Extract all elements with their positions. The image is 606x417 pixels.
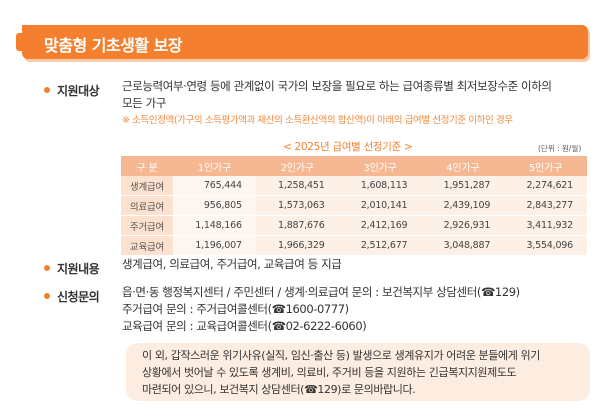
table-cell: 1,951,287: [421, 176, 505, 196]
inquiry-body: 읍·면·동 행정복지센터 / 주민센터 / 생계·의료급여 문의 : 보건복지부…: [122, 284, 520, 335]
inquiry-line3: 교육급여 문의 : 교육급여콜센터(☎02-6222-6060): [122, 319, 367, 333]
table-row: 생계급여 765,444 1,258,451 1,608,113 1,951,2…: [121, 176, 587, 196]
notice-line1: 이 외, 갑작스러운 위기사유(실직, 임신·출산 등) 발생으로 생계유지가 …: [142, 349, 540, 362]
table-cell: 1,887,676: [255, 215, 339, 236]
eligibility-text-line1: 근로능력여부·연령 등에 관계없이 국가의 보장을 필요로 하는 급여종류별 최…: [122, 79, 552, 93]
table-header-cell: 4인가구: [421, 156, 505, 176]
bullet-icon: [44, 264, 50, 271]
notice-line2: 상황에서 벗어날 수 있도록 생계비, 의료비, 주거비 등을 지원하는 긴급복…: [142, 366, 517, 379]
table-cell: 2,412,169: [338, 215, 422, 236]
table-cell: 2,512,677: [338, 235, 422, 256]
notice-box: 이 외, 갑작스러운 위기사유(실직, 임신·출산 등) 발생으로 생계유지가 …: [126, 343, 590, 401]
eligibility-text-line2: 모든 가구: [122, 96, 166, 110]
table-cell: 1,608,113: [338, 176, 422, 196]
table-category-cell: 생계급여: [121, 176, 173, 196]
bullet-icon: [44, 86, 50, 93]
table-header-cell: 2인가구: [255, 156, 339, 176]
notice-line3: 마련되어 있으니, 보건복지 상담센터(☎129)로 문의바랍니다.: [142, 383, 416, 396]
table-category-cell: 주거급여: [121, 215, 173, 236]
support-body: 생계급여, 의료급여, 주거급여, 교육급여 등 지급: [122, 256, 342, 273]
table-header-cell: 5인가구: [504, 156, 587, 176]
table-row: 주거급여 1,148,166 1,887,676 2,412,169 2,926…: [121, 215, 587, 236]
table-row: 교육급여 1,196,007 1,966,329 2,512,677 3,048…: [121, 235, 587, 256]
table-cell: 2,926,931: [421, 215, 505, 236]
inquiry-heading: 신청문의: [44, 286, 100, 305]
support-text: 생계급여, 의료급여, 주거급여, 교육급여 등 지급: [122, 257, 342, 271]
table-cell: 1,196,007: [173, 235, 256, 256]
support-heading: 지원내용: [44, 258, 100, 277]
eligibility-note: ※ 소득인정액(가구의 소득평가액과 재산의 소득환산액의 합산액)이 아래의 …: [122, 115, 513, 126]
table-header-row: 구 분 1인가구 2인가구 3인가구 4인가구 5인가구: [121, 156, 587, 176]
bullet-icon: [44, 292, 50, 299]
table-cell: 1,148,166: [173, 215, 256, 236]
table-cell: 765,444: [173, 176, 256, 196]
table-cell: 1,258,451: [255, 176, 339, 196]
selection-criteria-table: 구 분 1인가구 2인가구 3인가구 4인가구 5인가구 생계급여 765,44…: [121, 156, 587, 256]
table-cell: 3,048,887: [421, 235, 505, 256]
eligibility-heading: 지원대상: [44, 80, 100, 99]
table-cell: 3,411,932: [504, 215, 587, 236]
table-cell: 2,439,109: [421, 195, 505, 216]
table-header-cell: 3인가구: [338, 156, 422, 176]
notice-text: 이 외, 갑작스러운 위기사유(실직, 임신·출산 등) 발생으로 생계유지가 …: [142, 347, 582, 398]
inquiry-line1: 읍·면·동 행정복지센터 / 주민센터 / 생계·의료급여 문의 : 보건복지부…: [122, 285, 520, 299]
inquiry-line2: 주거급여 문의 : 주거급여콜센터(☎1600-0777): [122, 302, 349, 316]
table-category-cell: 의료급여: [121, 195, 173, 216]
table-category-cell: 교육급여: [121, 235, 173, 256]
table-caption: < 2025년 급여별 선정기준 >: [283, 141, 413, 153]
table-cell: 1,573,063: [255, 195, 339, 216]
table-cell: 2,010,141: [338, 195, 422, 216]
table-cell: 3,554,096: [504, 235, 587, 256]
eligibility-label: 지원대상: [57, 84, 100, 98]
table-header-cell: 1인가구: [173, 156, 256, 176]
section-header: 맞춤형 기초생활 보장: [16, 25, 588, 59]
table-unit: (단위 : 원/월): [538, 144, 582, 153]
table-cell: 1,966,329: [255, 235, 339, 256]
table-row: 의료급여 956,805 1,573,063 2,010,141 2,439,1…: [121, 195, 587, 216]
eligibility-body: 근로능력여부·연령 등에 관계없이 국가의 보장을 필요로 하는 급여종류별 최…: [122, 78, 552, 129]
table-cell: 2,274,621: [504, 176, 587, 196]
section-title: 맞춤형 기초생활 보장: [44, 36, 183, 55]
table-cell: 2,843,277: [504, 195, 587, 216]
table-cell: 956,805: [173, 195, 256, 216]
inquiry-label: 신청문의: [57, 290, 100, 304]
table-header-cell: 구 분: [121, 156, 173, 176]
support-label: 지원내용: [57, 262, 100, 276]
